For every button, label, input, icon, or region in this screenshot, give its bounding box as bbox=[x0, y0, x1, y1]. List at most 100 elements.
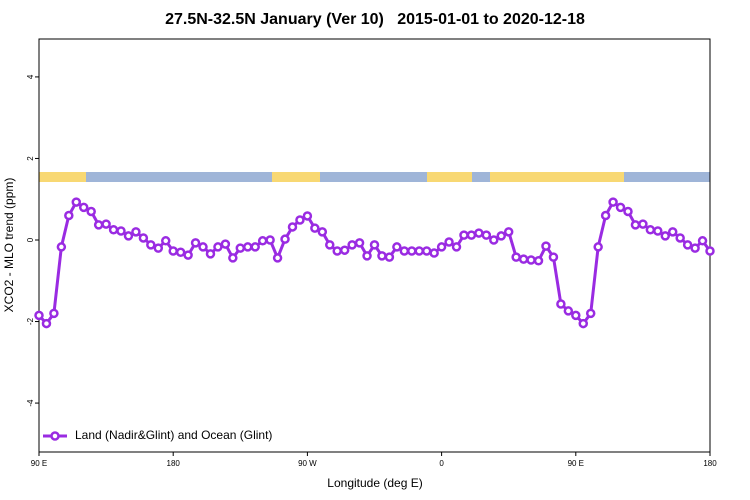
data-point bbox=[183, 250, 193, 260]
plot-frame bbox=[38, 38, 711, 453]
x-tick-label: 0 bbox=[439, 459, 444, 468]
data-point bbox=[190, 238, 201, 248]
data-point bbox=[429, 248, 439, 258]
data-point bbox=[131, 227, 141, 237]
legend-marker bbox=[50, 431, 60, 441]
data-point bbox=[675, 233, 685, 243]
data-point bbox=[280, 234, 290, 244]
data-point bbox=[407, 246, 417, 256]
series-line bbox=[37, 199, 712, 326]
x-tick-label: 90 E bbox=[568, 459, 584, 468]
data-point bbox=[71, 197, 82, 207]
ocean-strip bbox=[39, 172, 710, 182]
data-point bbox=[481, 230, 492, 240]
data-point bbox=[496, 231, 506, 241]
data-point bbox=[421, 246, 432, 256]
data-point bbox=[593, 242, 603, 252]
data-point bbox=[638, 219, 648, 229]
data-point bbox=[533, 256, 544, 266]
y-tick-label: -2 bbox=[26, 317, 35, 325]
x-tick-label: 180 bbox=[703, 459, 717, 468]
surface-strip bbox=[39, 172, 710, 182]
x-tick-label: 180 bbox=[167, 459, 181, 468]
data-point bbox=[339, 245, 350, 255]
data-point bbox=[697, 236, 708, 246]
y-tick-label: -4 bbox=[26, 399, 35, 407]
data-point bbox=[414, 246, 424, 256]
data-point bbox=[578, 318, 589, 329]
data-point bbox=[302, 211, 313, 221]
data-point bbox=[548, 252, 559, 262]
data-point bbox=[332, 246, 342, 256]
y-tick-label: 2 bbox=[26, 156, 35, 161]
data-point bbox=[116, 226, 126, 236]
data-point bbox=[86, 206, 96, 217]
land-strip bbox=[272, 172, 320, 182]
data-point bbox=[503, 227, 514, 237]
data-point bbox=[56, 242, 67, 252]
data-point bbox=[556, 299, 566, 309]
x-tick-label: 90 W bbox=[298, 459, 317, 468]
data-point bbox=[250, 242, 260, 252]
data-point bbox=[563, 306, 574, 316]
data-point bbox=[49, 308, 59, 319]
data-point bbox=[541, 241, 551, 251]
data-point bbox=[489, 235, 499, 245]
data-point bbox=[653, 226, 663, 236]
data-point bbox=[138, 233, 149, 243]
data-point bbox=[705, 246, 715, 256]
data-point bbox=[623, 206, 633, 217]
data-point bbox=[243, 242, 253, 252]
data-point bbox=[526, 255, 536, 265]
data-point bbox=[317, 227, 328, 237]
data-point bbox=[608, 197, 618, 207]
data-point bbox=[34, 310, 44, 321]
y-tick-label: 0 bbox=[26, 237, 35, 242]
data-point bbox=[392, 242, 402, 252]
chart-title: 27.5N-32.5N January (Ver 10) 2015-01-01 … bbox=[165, 11, 585, 28]
data-point bbox=[660, 231, 671, 241]
data-point bbox=[168, 246, 178, 256]
data-point bbox=[265, 235, 275, 245]
data-point bbox=[228, 253, 238, 263]
x-tick-label: 90 E bbox=[31, 459, 47, 468]
data-point bbox=[78, 202, 89, 213]
data-point bbox=[93, 220, 104, 230]
data-point bbox=[436, 242, 447, 252]
data-point bbox=[347, 240, 357, 250]
data-point bbox=[384, 252, 395, 262]
x-axis-label: Longitude (deg E) bbox=[327, 476, 422, 490]
data-point bbox=[198, 242, 208, 252]
data-point bbox=[645, 225, 656, 235]
data-point bbox=[257, 236, 268, 246]
data-point bbox=[466, 230, 477, 240]
data-point bbox=[444, 237, 454, 247]
data-point bbox=[153, 243, 164, 253]
data-point bbox=[101, 219, 111, 229]
land-strip bbox=[490, 172, 520, 182]
data-point bbox=[310, 223, 320, 233]
data-point bbox=[146, 240, 156, 250]
data-point bbox=[571, 310, 581, 321]
data-point bbox=[362, 251, 372, 261]
data-point bbox=[667, 227, 678, 237]
land-strip bbox=[39, 172, 86, 182]
y-axis-label: XCO2 - MLO trend (ppm) bbox=[2, 178, 16, 313]
data-point bbox=[272, 253, 283, 263]
data-point bbox=[108, 225, 119, 235]
data-point bbox=[459, 230, 469, 240]
land-strip bbox=[427, 172, 472, 182]
data-point bbox=[585, 308, 596, 319]
legend-label: Land (Nadir&Glint) and Ocean (Glint) bbox=[75, 428, 272, 442]
data-point bbox=[354, 238, 365, 248]
data-point bbox=[160, 236, 171, 246]
data-point bbox=[41, 318, 52, 329]
data-point bbox=[205, 249, 216, 259]
data-point bbox=[615, 202, 626, 213]
land-strip bbox=[520, 172, 624, 182]
data-point bbox=[64, 210, 74, 221]
data-point bbox=[474, 228, 484, 238]
data-point bbox=[123, 231, 134, 241]
data-point bbox=[287, 222, 298, 232]
